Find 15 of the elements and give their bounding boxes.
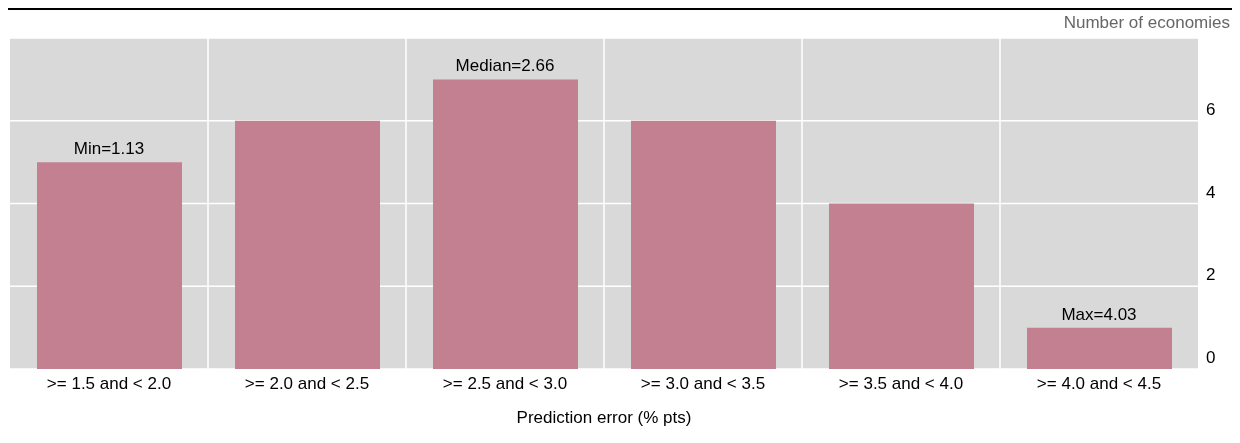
x-axis-title: Prediction error (% pts) [516, 408, 692, 427]
y-tick-label: 2 [1206, 265, 1216, 285]
x-tick-label: >= 2.0 and < 2.5 [244, 374, 370, 394]
y-tick-label: 0 [1206, 348, 1216, 368]
y-tick-label: 6 [1206, 99, 1216, 119]
y-axis-title: Number of economies [1062, 12, 1231, 34]
x-tick-label: >= 3.0 and < 3.5 [640, 374, 766, 394]
x-tick-label: >= 2.5 and < 3.0 [442, 374, 568, 394]
annotation: Median=2.66 [455, 56, 555, 76]
x-tick-label: >= 1.5 and < 2.0 [46, 374, 172, 394]
annotation: Max=4.03 [1061, 304, 1137, 324]
annotation: Min=1.13 [73, 139, 145, 159]
x-tick-label: >= 4.0 and < 4.5 [1036, 374, 1162, 394]
x-tick-label: >= 3.5 and < 4.0 [838, 374, 964, 394]
y-tick-label: 4 [1206, 182, 1216, 202]
